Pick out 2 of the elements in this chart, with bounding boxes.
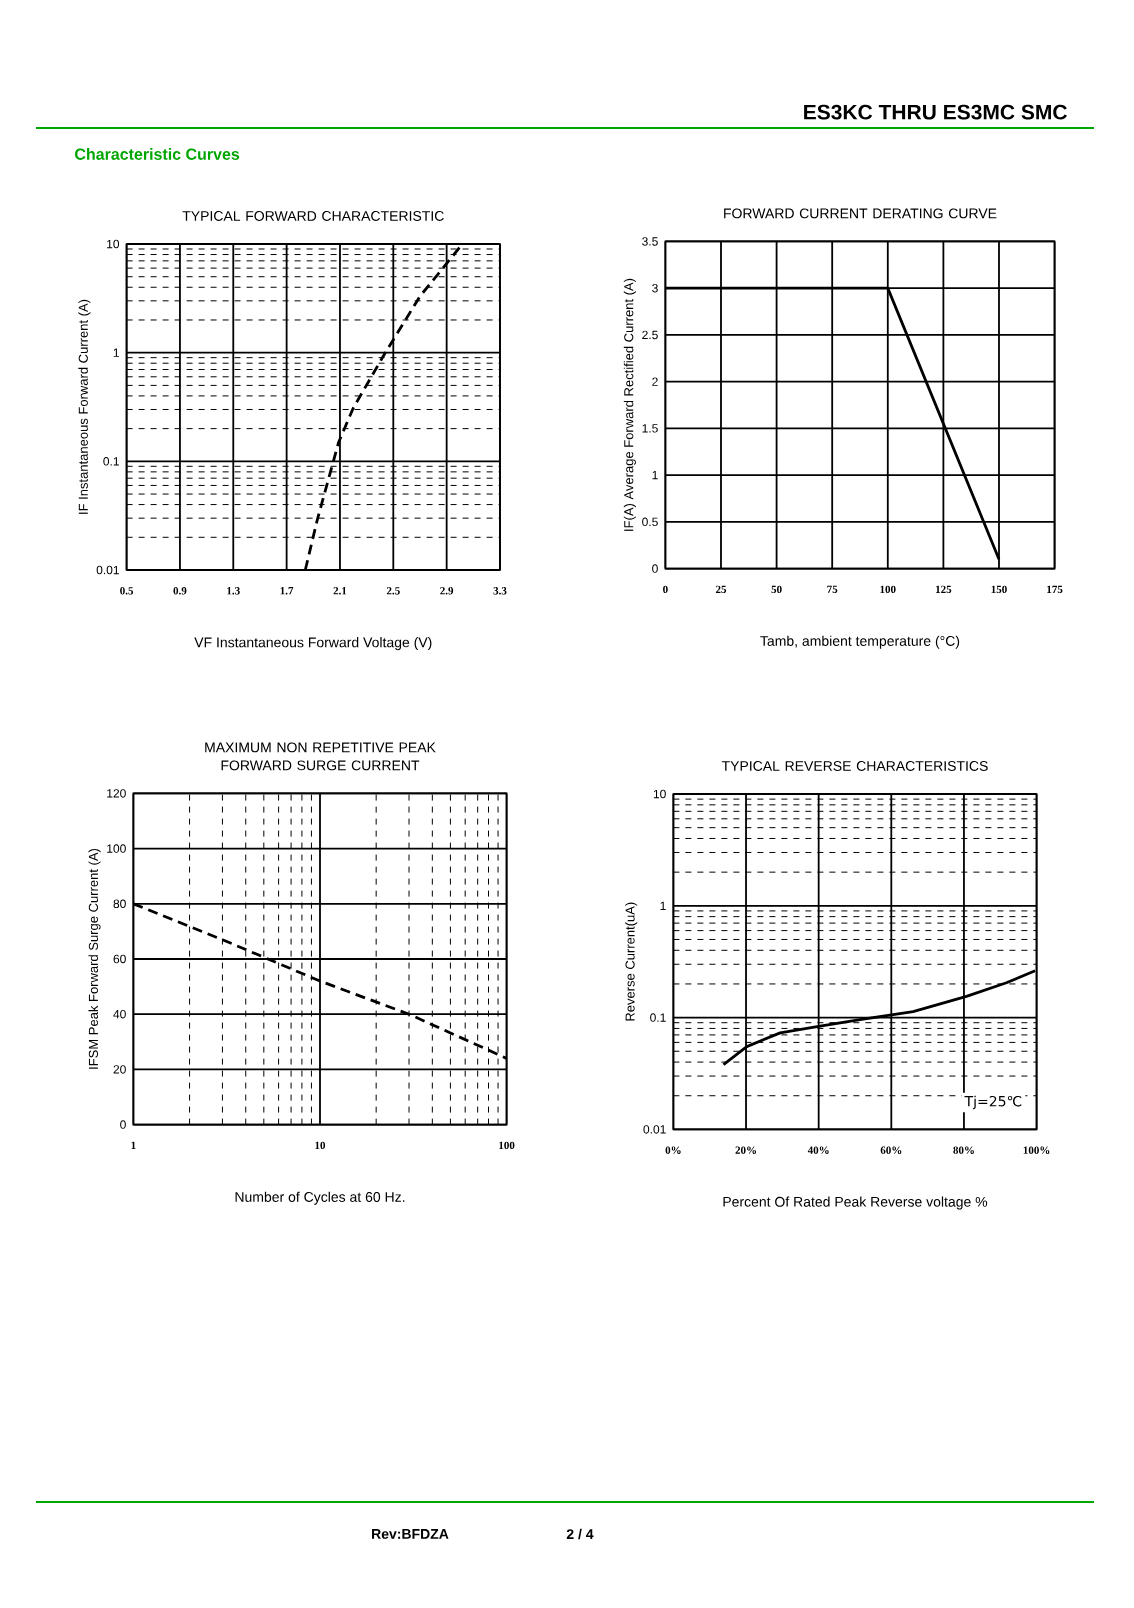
text: ES3KC THRU ES3MC SMC <box>804 104 1067 120</box>
text: Characteristic Curves <box>75 148 240 160</box>
